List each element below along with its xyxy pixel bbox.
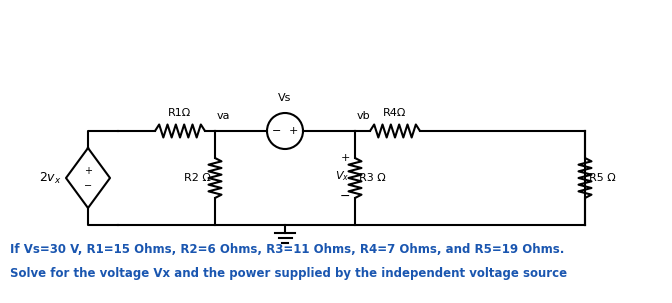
Text: $2v_x$: $2v_x$ <box>39 171 61 185</box>
Text: R1Ω: R1Ω <box>169 108 192 118</box>
Text: −: − <box>340 189 350 202</box>
Text: $V_x$: $V_x$ <box>335 169 349 183</box>
Text: +: + <box>340 153 349 163</box>
Text: +: + <box>84 166 92 176</box>
Text: R5 Ω: R5 Ω <box>589 173 616 183</box>
Text: −: − <box>84 181 92 191</box>
Text: Vs: Vs <box>278 93 292 103</box>
Text: R4Ω: R4Ω <box>383 108 407 118</box>
Text: Solve for the voltage Vx and the power supplied by the independent voltage sourc: Solve for the voltage Vx and the power s… <box>10 267 567 280</box>
Text: vb: vb <box>357 111 371 121</box>
Text: If Vs=30 V, R1=15 Ohms, R2=6 Ohms, R3=11 Ohms, R4=7 Ohms, and R5=19 Ohms.: If Vs=30 V, R1=15 Ohms, R2=6 Ohms, R3=11… <box>10 243 564 256</box>
Text: +: + <box>288 126 298 136</box>
Text: R2 Ω: R2 Ω <box>184 173 211 183</box>
Text: va: va <box>217 111 230 121</box>
Text: −: − <box>272 126 282 136</box>
Text: R3 Ω: R3 Ω <box>359 173 386 183</box>
